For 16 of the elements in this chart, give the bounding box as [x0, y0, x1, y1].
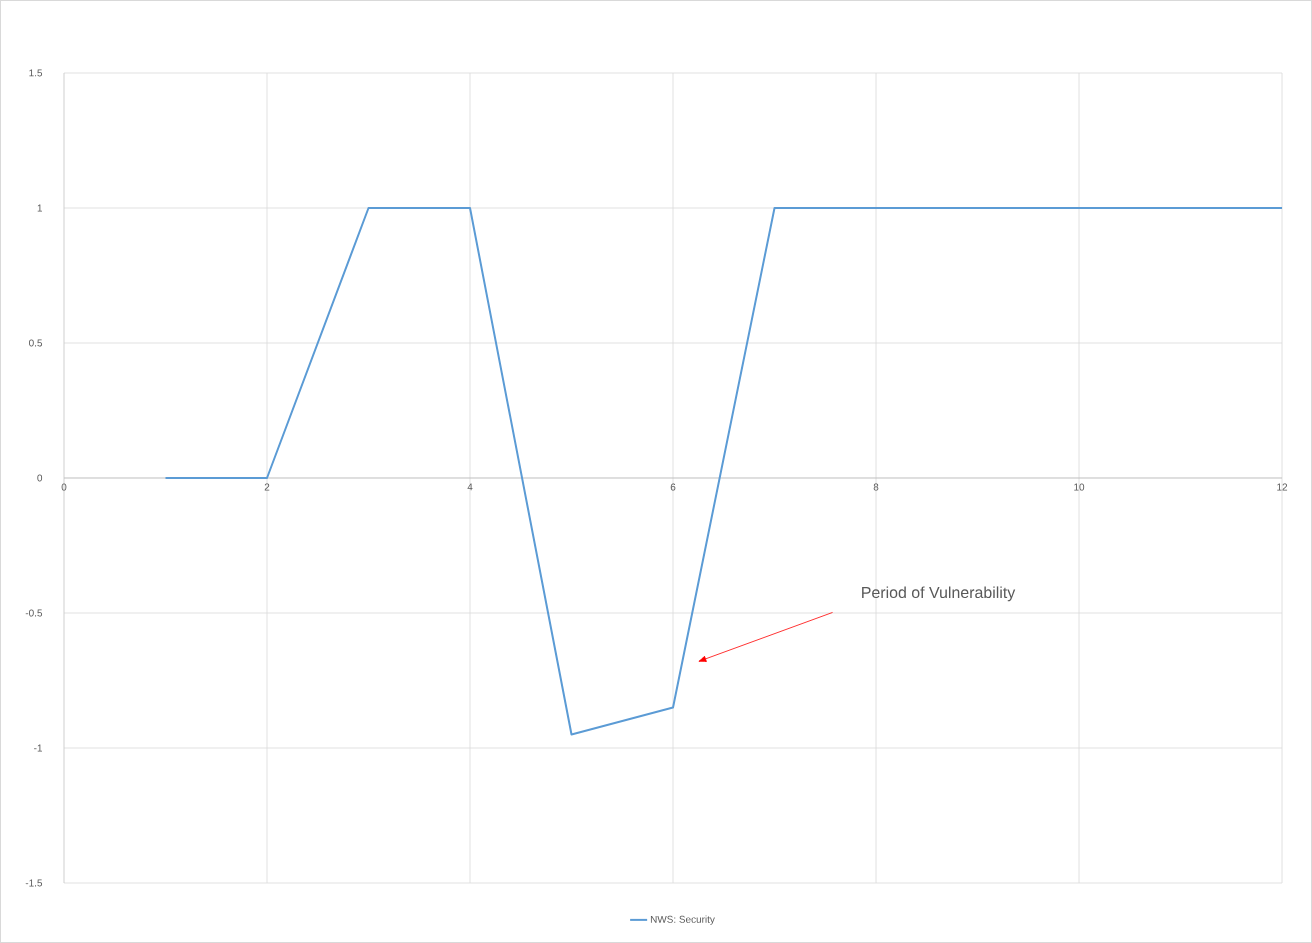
y-tick-label: 1 [37, 204, 42, 212]
x-tick-label: 10 [1074, 483, 1085, 491]
x-tick-label: 0 [61, 483, 67, 491]
y-tick-label: 1.5 [29, 69, 43, 77]
y-tick-label: -1 [34, 744, 42, 752]
y-tick-label: 0 [37, 474, 43, 482]
x-tick-label: 6 [670, 483, 676, 491]
legend-label: NWS: Security [650, 915, 715, 925]
x-tick-label: 8 [873, 483, 879, 491]
annotation: Period of Vulnerability [862, 586, 1016, 602]
y-tick-label: 0.5 [29, 339, 43, 347]
y-tick-label: -1.5 [25, 879, 43, 887]
x-tick-label: 2 [264, 483, 270, 491]
x-tick-label: 12 [1277, 483, 1288, 491]
y-tick-label: -0.5 [25, 609, 43, 617]
x-tick-label: 4 [467, 483, 473, 491]
